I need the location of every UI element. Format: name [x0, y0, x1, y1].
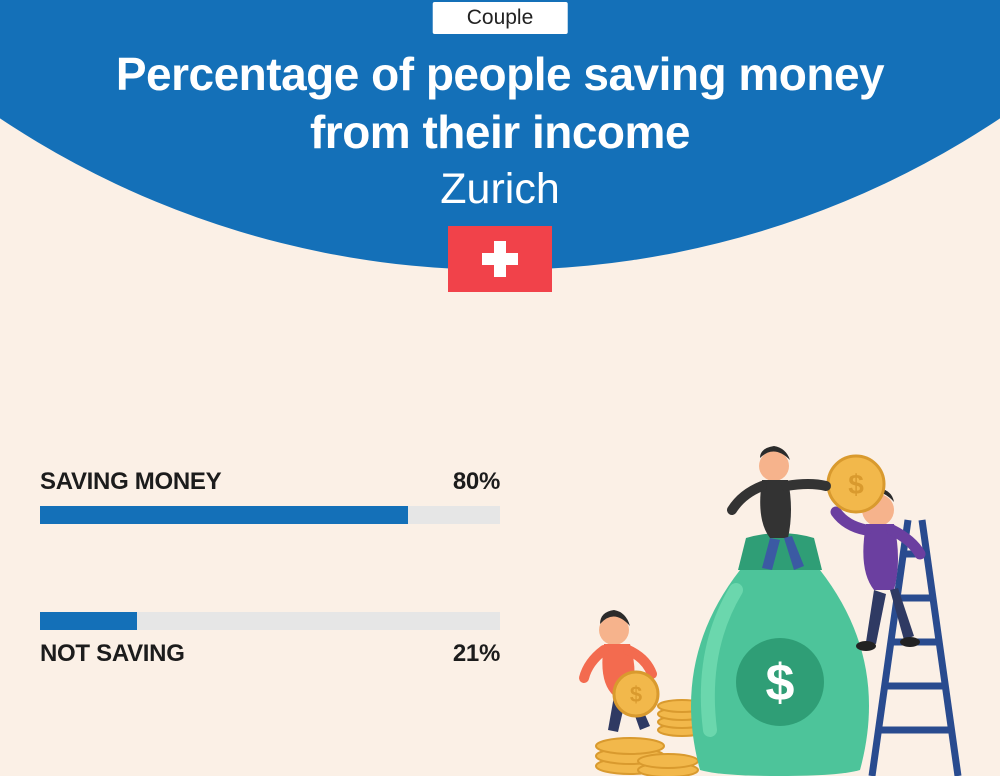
- bar-row-not-saving: NOT SAVING 21%: [40, 612, 500, 668]
- svg-text:$: $: [848, 469, 864, 500]
- bar-track: [40, 612, 500, 630]
- savings-illustration: $ $: [560, 430, 980, 776]
- bar-label: NOT SAVING: [40, 640, 185, 668]
- money-bag-icon: $: [691, 533, 869, 776]
- bar-value: 21%: [453, 640, 500, 668]
- city-name: Zurich: [0, 165, 1000, 214]
- bar-row-saving: SAVING MONEY 80%: [40, 468, 500, 524]
- title-block: Percentage of people saving money from t…: [0, 46, 1000, 214]
- page-title-line1: Percentage of people saving money: [0, 46, 1000, 104]
- swiss-flag-icon: [448, 226, 552, 292]
- coin-icon: $: [614, 672, 658, 716]
- svg-text:$: $: [766, 654, 795, 712]
- page-title-line2: from their income: [0, 104, 1000, 162]
- bar-labels: SAVING MONEY 80%: [40, 468, 500, 496]
- bar-label: SAVING MONEY: [40, 468, 221, 496]
- svg-text:$: $: [630, 682, 642, 707]
- coin-icon: $: [828, 456, 884, 512]
- category-tab: Couple: [433, 2, 568, 34]
- bar-value: 80%: [453, 468, 500, 496]
- bar-fill: [40, 612, 137, 630]
- bar-chart: SAVING MONEY 80% NOT SAVING 21%: [40, 468, 500, 756]
- bar-track: [40, 506, 500, 524]
- bar-fill: [40, 506, 408, 524]
- bar-labels: NOT SAVING 21%: [40, 640, 500, 668]
- swiss-cross-icon: [482, 241, 518, 277]
- savings-illustration-svg: $ $: [560, 430, 980, 776]
